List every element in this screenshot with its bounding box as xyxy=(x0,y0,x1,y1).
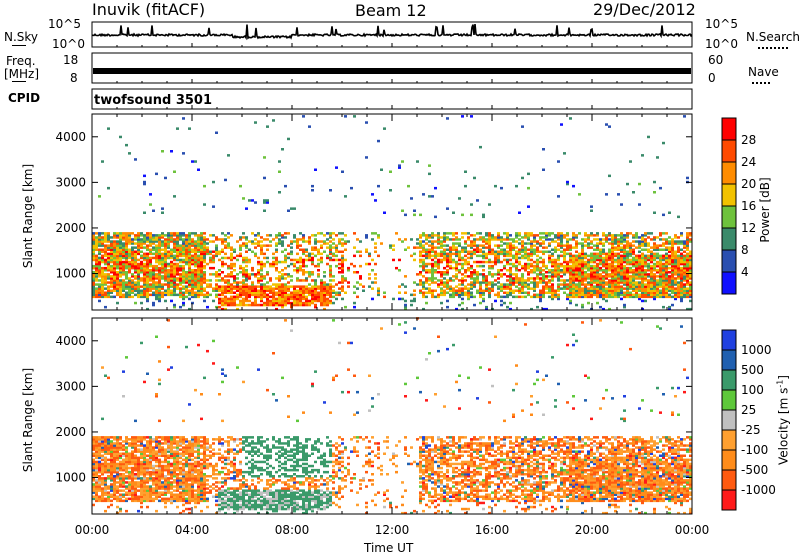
x-tick-label: 16:00 xyxy=(475,523,510,537)
power-colorbar-tick-label: 24 xyxy=(741,155,756,169)
x-tick-label: 00:00 xyxy=(75,523,110,537)
power-colorbar-swatch xyxy=(722,118,736,141)
x-tick-label: 08:00 xyxy=(275,523,310,537)
power-colorbar-swatch xyxy=(722,162,736,185)
noise-sky-line xyxy=(92,24,692,38)
power-ytick-label: 2000 xyxy=(55,221,86,235)
velocity-ytick-label: 4000 xyxy=(55,334,86,348)
power-colorbar-swatch xyxy=(722,272,736,295)
velocity-colorbar-swatch xyxy=(722,330,736,351)
x-tick-label: 00:00 xyxy=(675,523,710,537)
power-heatmap-cells xyxy=(92,115,692,310)
velocity-heatmap-cells xyxy=(92,317,692,514)
power-colorbar-swatch xyxy=(722,250,736,273)
x-tick-label: 12:00 xyxy=(375,523,410,537)
power-colorbar-tick-label: 16 xyxy=(741,199,756,213)
velocity-colorbar-swatch xyxy=(722,470,736,491)
velocity-ytick-label: 2000 xyxy=(55,425,86,439)
velocity-colorbar-swatch xyxy=(722,370,736,391)
velocity-colorbar-tick-label: -500 xyxy=(741,463,768,477)
velocity-colorbar-tick-label: 500 xyxy=(741,363,764,377)
power-colorbar-swatch xyxy=(722,206,736,229)
freq-band xyxy=(93,68,691,74)
x-tick-label: 04:00 xyxy=(175,523,210,537)
power-colorbar-tick-label: 4 xyxy=(741,265,749,279)
velocity-ytick-label: 1000 xyxy=(55,471,86,485)
power-colorbar-tick-label: 28 xyxy=(741,133,756,147)
power-colorbar-tick-label: 12 xyxy=(741,221,756,235)
power-colorbar-swatch xyxy=(722,140,736,163)
power-colorbar-swatch xyxy=(722,228,736,251)
power-ytick-label: 1000 xyxy=(55,267,86,281)
velocity-colorbar-tick-label: -100 xyxy=(741,443,768,457)
velocity-colorbar-tick-label: 1000 xyxy=(741,343,772,357)
x-tick-label: 20:00 xyxy=(575,523,610,537)
velocity-colorbar-swatch xyxy=(722,430,736,451)
velocity-colorbar-tick-label: 100 xyxy=(741,383,764,397)
velocity-colorbar-swatch xyxy=(722,410,736,431)
velocity-colorbar-swatch xyxy=(722,390,736,411)
power-colorbar-tick-label: 8 xyxy=(741,243,749,257)
power-ytick-label: 3000 xyxy=(55,175,86,189)
velocity-colorbar-swatch xyxy=(722,350,736,371)
velocity-colorbar-swatch xyxy=(722,450,736,471)
velocity-colorbar-tick-label: 25 xyxy=(741,403,756,417)
power-colorbar-tick-label: 20 xyxy=(741,177,756,191)
power-ytick-label: 4000 xyxy=(55,130,86,144)
power-colorbar-swatch xyxy=(722,184,736,207)
velocity-ytick-label: 3000 xyxy=(55,379,86,393)
velocity-colorbar-tick-label: -1000 xyxy=(741,483,776,497)
velocity-colorbar-tick-label: -25 xyxy=(741,423,761,437)
velocity-colorbar-swatch xyxy=(722,490,736,511)
